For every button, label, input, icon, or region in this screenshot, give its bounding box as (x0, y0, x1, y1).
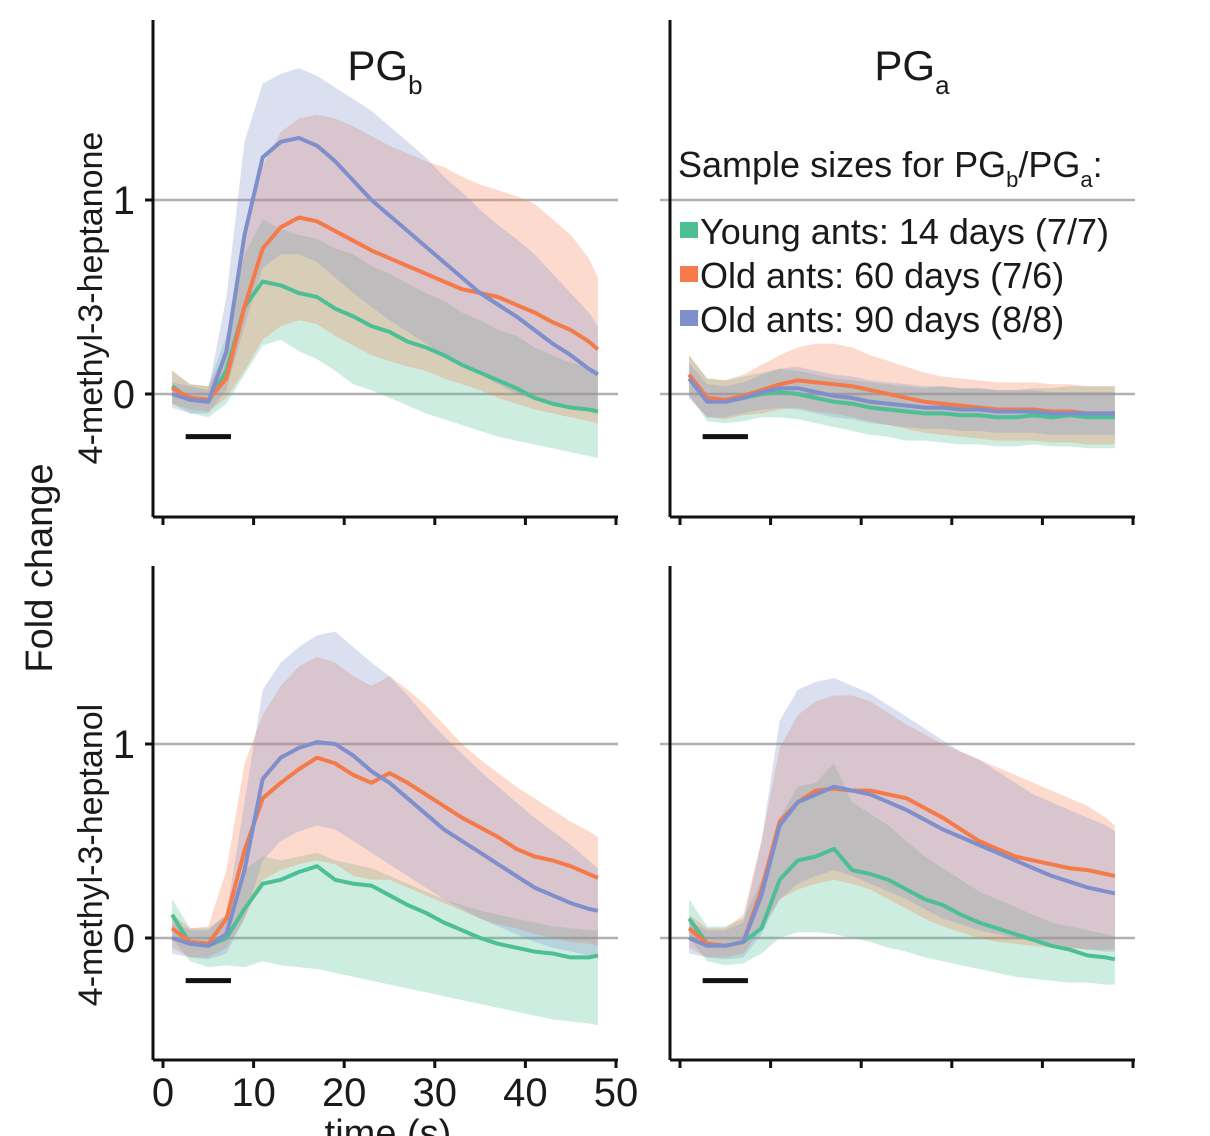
legend-title-suffix: : (1093, 144, 1103, 185)
confidence-band-1 (689, 763, 1115, 985)
legend-label-young: Young ants: 14 days (7/7) (700, 211, 1109, 252)
legend-title-mid: /PG (1018, 144, 1080, 185)
outer-ylabel: Fold change (19, 463, 61, 672)
column-title-pgb: PGb (347, 42, 422, 100)
x-tick-label: 10 (231, 1071, 276, 1115)
column-title-pga-sub: a (935, 70, 950, 100)
series-line-3 (171, 135, 599, 404)
panel-3: 0 10 20 30 40 50 0 1 (113, 566, 639, 1115)
x-tick-label: 20 (322, 1071, 367, 1115)
confidence-band-3 (689, 678, 1115, 960)
confidence-band-2 (172, 114, 598, 424)
series-line-2 (170, 755, 599, 946)
y-tick-label: 0 (113, 917, 135, 961)
series-line-3 (687, 377, 1115, 416)
series-line-1 (170, 864, 599, 960)
legend-title-sub-a: a (1080, 167, 1093, 192)
confidence-band-3 (172, 631, 598, 960)
legend-title: Sample sizes for PGb/PGa: (678, 144, 1103, 192)
confidence-band-1 (172, 219, 598, 458)
legend: Sample sizes for PGb/PGa: Young ants: 14… (678, 144, 1109, 340)
legend-title-prefix: Sample sizes for PG (678, 144, 1006, 185)
x-tick-label: 30 (413, 1071, 458, 1115)
x-tick-label: 40 (503, 1071, 548, 1115)
panel-4 (660, 566, 1135, 1068)
panel-1: 01 (113, 20, 618, 525)
confidence-band-1 (172, 852, 598, 1026)
legend-swatch-60 (680, 266, 698, 282)
legend-title-sub-b: b (1006, 167, 1018, 192)
column-title-pgb-base: PG (347, 42, 408, 89)
confidence-band-2 (689, 695, 1115, 958)
row-label-top: 4-methyl-3-heptanone (72, 132, 110, 465)
x-axis-label: time (s) (325, 1113, 452, 1136)
confidence-band-3 (172, 68, 598, 414)
y-tick-label: 1 (113, 179, 135, 223)
column-title-pga: PGa (874, 42, 950, 100)
confidence-band-1 (689, 355, 1115, 449)
series-line-3 (171, 740, 599, 948)
y-tick-label: 1 (113, 723, 135, 767)
series-line-3 (688, 784, 1116, 948)
series-line-2 (171, 215, 600, 402)
legend-label-90: Old ants: 90 days (8/8) (700, 299, 1064, 340)
row-label-bottom: 4-methyl-3-heptanol (72, 704, 110, 1006)
column-title-pgb-sub: b (408, 70, 422, 100)
x-tick-label: 50 (594, 1071, 639, 1115)
series-line-1 (687, 846, 1116, 962)
legend-label-60: Old ants: 60 days (7/6) (700, 255, 1064, 296)
x-tick-label: 0 (152, 1071, 174, 1115)
legend-swatch-90 (680, 310, 698, 326)
column-title-pga-base: PG (874, 42, 935, 89)
legend-swatch-young (680, 222, 698, 238)
panel-2 (660, 20, 1135, 525)
y-tick-label: 0 (113, 373, 135, 417)
confidence-band-2 (172, 656, 598, 958)
